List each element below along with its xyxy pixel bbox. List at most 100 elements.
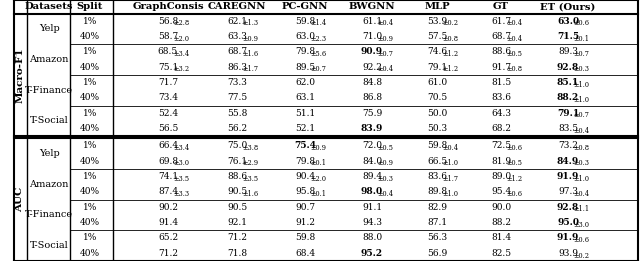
Text: ±0.1: ±0.1 xyxy=(310,190,326,198)
Text: 83.9: 83.9 xyxy=(361,124,383,133)
Text: 79.8: 79.8 xyxy=(295,47,315,56)
Text: 59.8: 59.8 xyxy=(295,17,315,26)
Text: 56.2: 56.2 xyxy=(227,124,247,133)
Text: 89.0: 89.0 xyxy=(491,172,511,181)
Text: 89.4: 89.4 xyxy=(362,172,382,181)
Text: 90.2: 90.2 xyxy=(158,203,178,212)
Text: 94.3: 94.3 xyxy=(362,218,382,227)
Text: 40%: 40% xyxy=(80,249,100,258)
Text: 77.5: 77.5 xyxy=(227,93,247,102)
Text: Yelp: Yelp xyxy=(38,149,60,158)
Text: ±0.5: ±0.5 xyxy=(506,50,522,58)
Text: 75.0: 75.0 xyxy=(227,141,247,150)
Text: ±1.2: ±1.2 xyxy=(442,50,458,58)
Text: GraphConsis: GraphConsis xyxy=(132,2,204,11)
Text: 56.9: 56.9 xyxy=(427,249,447,258)
Text: 56.5: 56.5 xyxy=(158,124,178,133)
Text: ±1.7: ±1.7 xyxy=(442,175,458,183)
Text: 61.0: 61.0 xyxy=(427,78,447,87)
Text: 50.0: 50.0 xyxy=(427,109,447,118)
Text: ±0.7: ±0.7 xyxy=(377,50,393,58)
Text: 97.3: 97.3 xyxy=(558,187,578,197)
Text: 50.3: 50.3 xyxy=(427,124,447,133)
Text: 55.8: 55.8 xyxy=(227,109,247,118)
Text: 62.0: 62.0 xyxy=(295,78,315,87)
Text: ±1.0: ±1.0 xyxy=(442,159,458,168)
Text: ±0.5: ±0.5 xyxy=(377,144,393,152)
Text: ±3.4: ±3.4 xyxy=(173,144,189,152)
Text: 91.2: 91.2 xyxy=(295,218,315,227)
Text: 88.6: 88.6 xyxy=(227,172,247,181)
Text: 65.2: 65.2 xyxy=(158,234,178,242)
Text: ±0.6: ±0.6 xyxy=(573,19,589,27)
Text: 73.2: 73.2 xyxy=(558,141,578,150)
Text: ET (Ours): ET (Ours) xyxy=(540,2,596,11)
Text: ±0.4: ±0.4 xyxy=(377,66,393,73)
Text: 86.8: 86.8 xyxy=(362,93,382,102)
Text: 83.5: 83.5 xyxy=(558,124,578,133)
Text: 66.4: 66.4 xyxy=(158,141,178,150)
Text: 62.1: 62.1 xyxy=(227,17,247,26)
Text: 51.1: 51.1 xyxy=(295,109,315,118)
Text: ±2.9: ±2.9 xyxy=(242,159,258,168)
Text: Split: Split xyxy=(77,2,103,11)
Text: 75.9: 75.9 xyxy=(362,109,382,118)
Text: 79.1: 79.1 xyxy=(557,109,579,118)
Text: 92.8: 92.8 xyxy=(557,63,579,72)
Text: ±1.0: ±1.0 xyxy=(442,190,458,198)
Text: 88.2: 88.2 xyxy=(557,93,579,102)
Text: 98.0: 98.0 xyxy=(361,187,383,197)
Text: 76.1: 76.1 xyxy=(227,157,247,166)
Text: Macro-F1: Macro-F1 xyxy=(15,47,24,103)
Text: ±1.0: ±1.0 xyxy=(573,81,589,89)
Text: 71.2: 71.2 xyxy=(158,249,178,258)
Text: 72.0: 72.0 xyxy=(362,141,382,150)
Text: 74.6: 74.6 xyxy=(427,47,447,56)
Text: ±0.2: ±0.2 xyxy=(573,252,589,259)
Text: ±3.0: ±3.0 xyxy=(573,221,589,229)
Text: 40%: 40% xyxy=(80,93,100,102)
Text: ±0.3: ±0.3 xyxy=(573,159,589,168)
Text: ±5.6: ±5.6 xyxy=(310,50,326,58)
Text: 91.7: 91.7 xyxy=(491,63,511,72)
Text: 56.8: 56.8 xyxy=(158,17,178,26)
Text: 52.1: 52.1 xyxy=(295,124,315,133)
Text: 71.2: 71.2 xyxy=(227,234,247,242)
Text: 69.8: 69.8 xyxy=(158,157,178,166)
Text: ±0.4: ±0.4 xyxy=(506,35,522,43)
Text: 89.3: 89.3 xyxy=(558,47,578,56)
Text: ±0.8: ±0.8 xyxy=(573,144,589,152)
Text: 89.5: 89.5 xyxy=(295,63,315,72)
Text: ±0.8: ±0.8 xyxy=(442,35,458,43)
Text: ±0.9: ±0.9 xyxy=(377,35,393,43)
Text: ±0.9: ±0.9 xyxy=(310,144,326,152)
Text: AUC: AUC xyxy=(15,187,24,212)
Text: 81.4: 81.4 xyxy=(491,234,511,242)
Text: ±0.4: ±0.4 xyxy=(377,190,393,198)
Text: ±2.8: ±2.8 xyxy=(173,19,189,27)
Text: T-Finance: T-Finance xyxy=(25,86,73,95)
Text: 53.9: 53.9 xyxy=(427,17,447,26)
Text: 40%: 40% xyxy=(80,63,100,72)
Text: ±0.6: ±0.6 xyxy=(573,236,589,244)
Text: T-Finance: T-Finance xyxy=(25,210,73,220)
Text: 84.8: 84.8 xyxy=(362,78,382,87)
Text: 90.7: 90.7 xyxy=(295,203,315,212)
Text: 52.4: 52.4 xyxy=(158,109,178,118)
Text: 57.5: 57.5 xyxy=(427,32,447,41)
Text: ±0.4: ±0.4 xyxy=(573,190,589,198)
Text: 71.8: 71.8 xyxy=(227,249,247,258)
Text: 63.0: 63.0 xyxy=(557,17,579,26)
Text: 85.1: 85.1 xyxy=(557,78,579,87)
Text: ±1.4: ±1.4 xyxy=(310,19,326,27)
Text: 72.5: 72.5 xyxy=(491,141,511,150)
Text: ±3.8: ±3.8 xyxy=(242,144,258,152)
Text: ±0.7: ±0.7 xyxy=(310,66,326,73)
Text: ±0.6: ±0.6 xyxy=(506,190,522,198)
Text: ±3.2: ±3.2 xyxy=(173,66,189,73)
Text: Amazon: Amazon xyxy=(29,180,68,189)
Text: ±1.3: ±1.3 xyxy=(242,19,258,27)
Text: 66.5: 66.5 xyxy=(427,157,447,166)
Text: ±0.4: ±0.4 xyxy=(573,127,589,135)
Text: ±1.0: ±1.0 xyxy=(573,175,589,183)
